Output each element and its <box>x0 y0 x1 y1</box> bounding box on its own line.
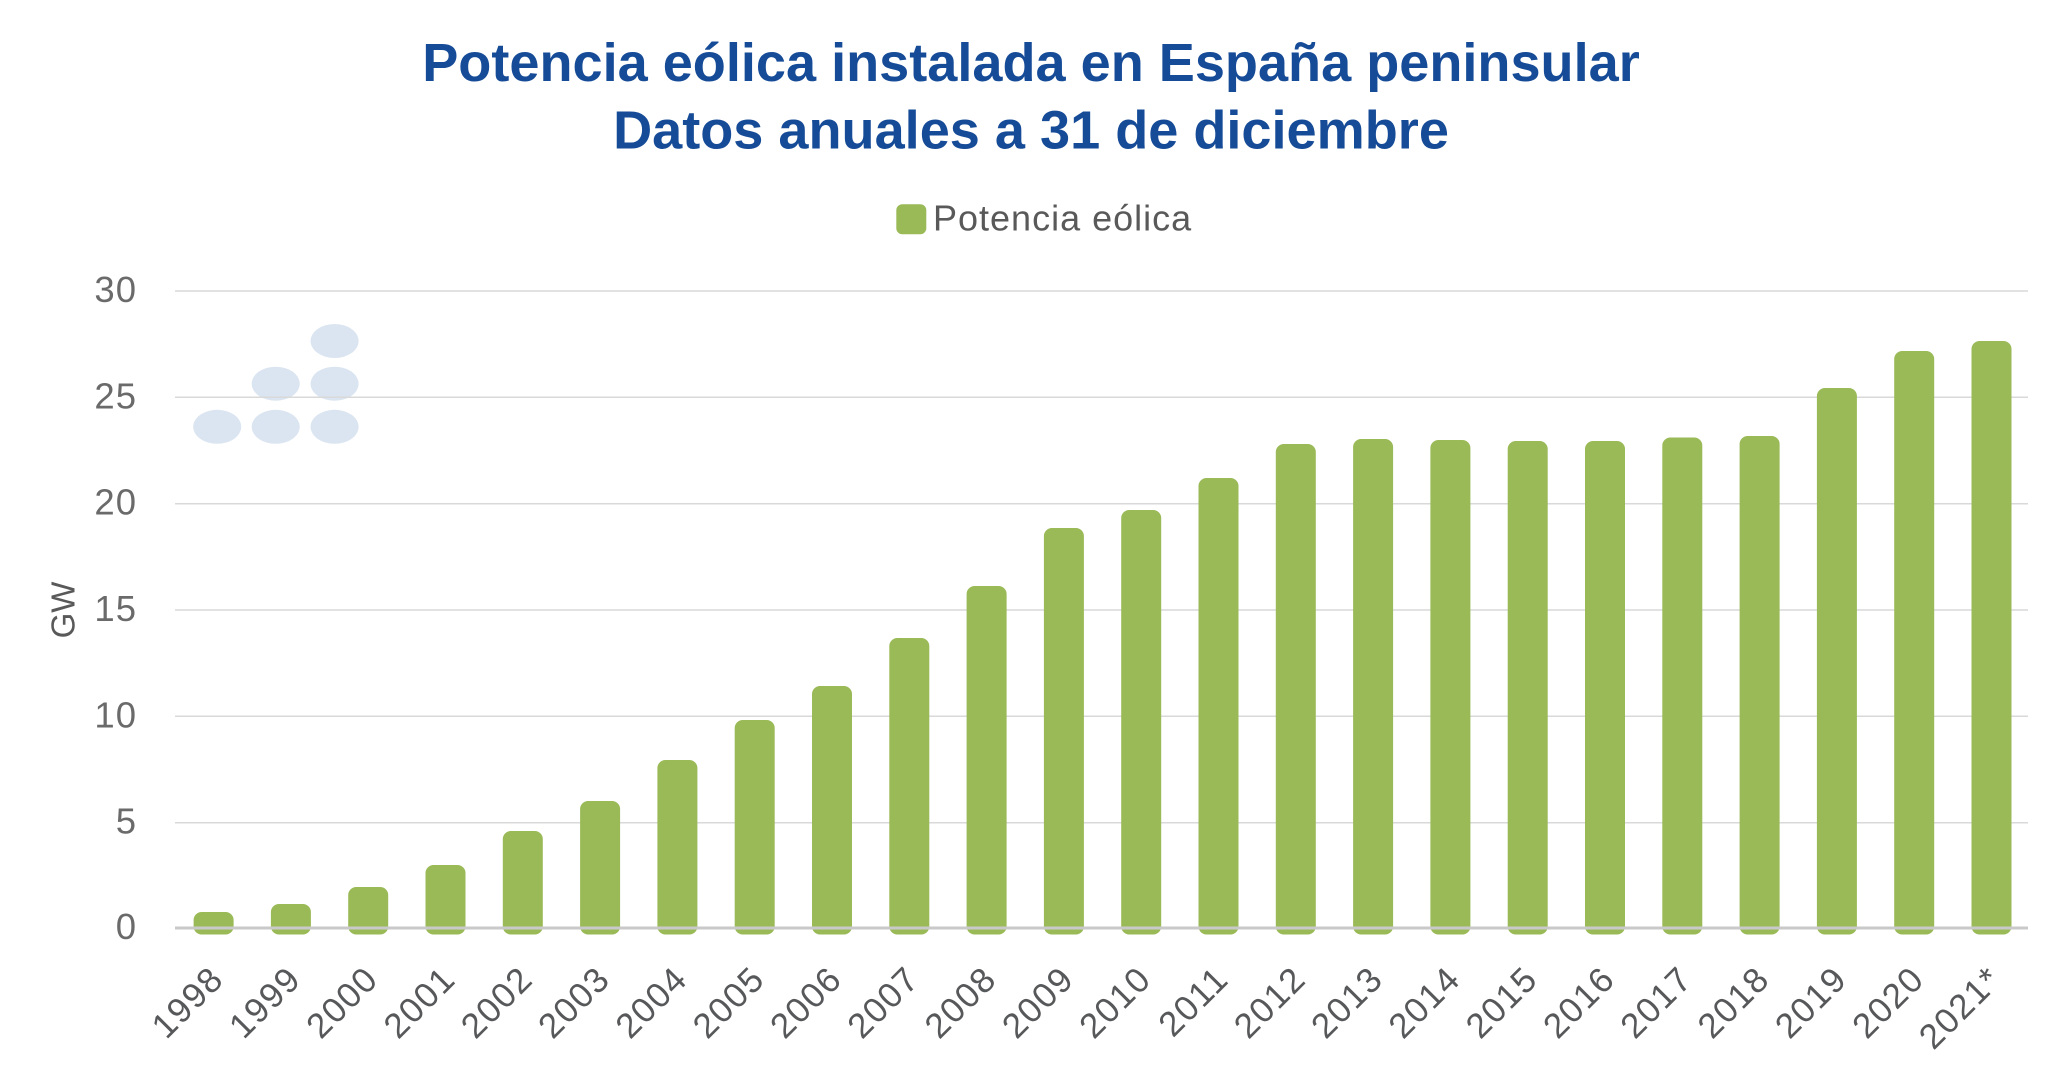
svg-text:5: 5 <box>116 801 137 842</box>
svg-text:10: 10 <box>94 694 137 735</box>
svg-text:Datos anuales a 31 de diciembr: Datos anuales a 31 de diciembre <box>613 101 1449 161</box>
svg-text:GW: GW <box>45 581 82 639</box>
svg-text:25: 25 <box>94 375 137 416</box>
svg-text:30: 30 <box>94 269 137 310</box>
svg-text:0: 0 <box>116 906 137 947</box>
svg-text:Potencia eólica instalada en E: Potencia eólica instalada en España peni… <box>422 33 1640 93</box>
svg-text:20: 20 <box>94 482 137 523</box>
svg-text:15: 15 <box>94 588 137 629</box>
svg-text:Potencia eólica: Potencia eólica <box>933 198 1192 239</box>
